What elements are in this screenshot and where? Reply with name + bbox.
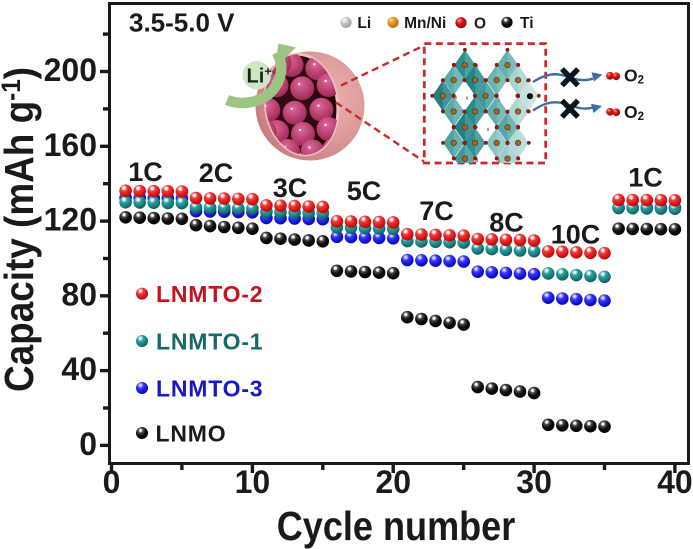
svg-text:2C: 2C — [199, 158, 234, 188]
svg-text:120: 120 — [44, 202, 97, 238]
svg-text:20: 20 — [375, 464, 411, 500]
svg-text:Capacity (mAh g-1): Capacity (mAh g-1) — [0, 67, 42, 392]
svg-text:160: 160 — [44, 127, 97, 163]
svg-text:30: 30 — [516, 464, 552, 500]
svg-text:10: 10 — [235, 464, 271, 500]
svg-text:Li: Li — [357, 15, 371, 32]
svg-text:80: 80 — [61, 276, 97, 312]
svg-text:LNMTO-2: LNMTO-2 — [156, 281, 263, 307]
svg-text:Ti: Ti — [520, 15, 534, 32]
svg-text:3C: 3C — [273, 173, 308, 203]
svg-text:10C: 10C — [551, 220, 601, 250]
svg-text:O: O — [474, 15, 486, 32]
svg-text:LNMO: LNMO — [156, 420, 227, 446]
svg-text:O2: O2 — [624, 66, 644, 87]
svg-text:O2: O2 — [624, 102, 644, 123]
svg-text:8C: 8C — [489, 208, 524, 238]
svg-text:LNMTO-1: LNMTO-1 — [156, 328, 263, 354]
svg-text:40: 40 — [657, 464, 693, 500]
svg-text:Cycle number: Cycle number — [277, 504, 516, 549]
svg-text:0: 0 — [79, 426, 97, 462]
svg-text:5C: 5C — [347, 176, 382, 206]
svg-text:7C: 7C — [419, 196, 454, 226]
svg-text:Mn/Ni: Mn/Ni — [404, 15, 446, 32]
svg-text:3.5-5.0 V: 3.5-5.0 V — [129, 8, 235, 38]
svg-text:200: 200 — [44, 52, 97, 88]
svg-text:1C: 1C — [128, 157, 163, 187]
svg-text:0: 0 — [103, 464, 121, 500]
svg-text:1C: 1C — [628, 163, 663, 193]
svg-text:LNMTO-3: LNMTO-3 — [156, 375, 263, 401]
svg-text:40: 40 — [61, 351, 97, 387]
